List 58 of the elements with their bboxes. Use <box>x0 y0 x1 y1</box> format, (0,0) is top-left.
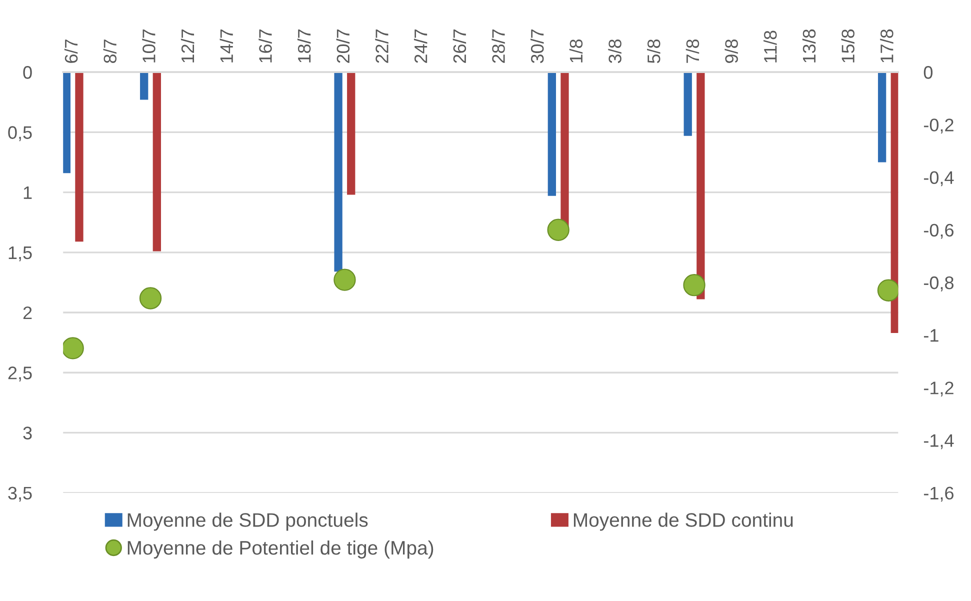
x-tick-label: 22/7 <box>375 30 388 63</box>
x-tick-label: 28/7 <box>492 30 505 63</box>
legend-label: Moyenne de SDD continu <box>574 512 793 531</box>
point <box>63 337 84 360</box>
x-tick-label: 30/7 <box>530 30 544 64</box>
y2-tick-label: -0,6 <box>924 224 954 239</box>
bar <box>548 72 556 196</box>
x-tick-label: 11/8 <box>764 30 777 62</box>
y-tick-label: 1,5 <box>8 246 32 262</box>
bar <box>696 72 705 300</box>
y2-tick-label: -0,4 <box>924 171 954 186</box>
y-tick-label: 0,5 <box>8 126 32 142</box>
y-tick-label: 1 <box>24 186 32 199</box>
point <box>334 268 356 291</box>
point <box>547 218 570 241</box>
x-tick-label: 5/8 <box>647 39 660 64</box>
x-tick-label: 20/7 <box>336 30 350 63</box>
x-tick-label: 26/7 <box>452 30 466 63</box>
legend-label: Moyenne de SDD ponctuels <box>128 512 368 531</box>
bar <box>152 72 161 252</box>
x-tick-label: 24/7 <box>414 30 428 63</box>
bar <box>347 72 356 195</box>
y2-tick-label: -0,8 <box>924 276 954 292</box>
y2-tick-label: -0,2 <box>924 118 954 134</box>
x-tick-label: 16/7 <box>258 30 272 62</box>
x-tick-label: 15/8 <box>841 29 854 62</box>
y2-tick-label: 0 <box>924 66 933 79</box>
y-tick-label: 3,5 <box>8 486 32 502</box>
bar <box>63 72 70 174</box>
y2-tick-label: -1 <box>924 329 938 342</box>
x-tick-label: 18/7 <box>297 30 311 62</box>
x-tick-label: 1/8 <box>569 39 583 62</box>
point <box>139 287 162 310</box>
x-tick-label: 8/7 <box>103 40 117 63</box>
x-tick-label: 7/8 <box>686 39 700 63</box>
x-tick-label: 10/7 <box>142 30 156 62</box>
point <box>877 279 898 302</box>
x-tick-label: 6/7 <box>64 40 78 63</box>
legend-label: Moyenne de Potentiel de tige (Mpa) <box>128 540 434 559</box>
y2-tick-label: -1,6 <box>924 486 954 502</box>
y2-tick-label: -1,4 <box>924 434 954 450</box>
point <box>683 274 706 296</box>
x-tick-label: 13/8 <box>802 29 816 62</box>
x-tick-label: 17/8 <box>880 29 894 62</box>
x-tick-label: 3/8 <box>608 39 622 64</box>
bar <box>75 72 84 242</box>
x-tick-label: 9/8 <box>724 39 738 63</box>
y-tick-label: 3 <box>23 426 32 440</box>
x-tick-label: 12/7 <box>180 30 194 62</box>
y2-tick-label: -1,2 <box>924 382 954 396</box>
bar <box>334 72 342 272</box>
bar <box>140 72 148 100</box>
y-tick-label: 2 <box>23 306 32 320</box>
bar <box>684 72 692 136</box>
y-tick-label: 2,5 <box>8 366 32 382</box>
bar <box>878 72 886 162</box>
x-tick-label: 14/7 <box>220 30 234 62</box>
y-tick-label: 0 <box>23 66 32 79</box>
